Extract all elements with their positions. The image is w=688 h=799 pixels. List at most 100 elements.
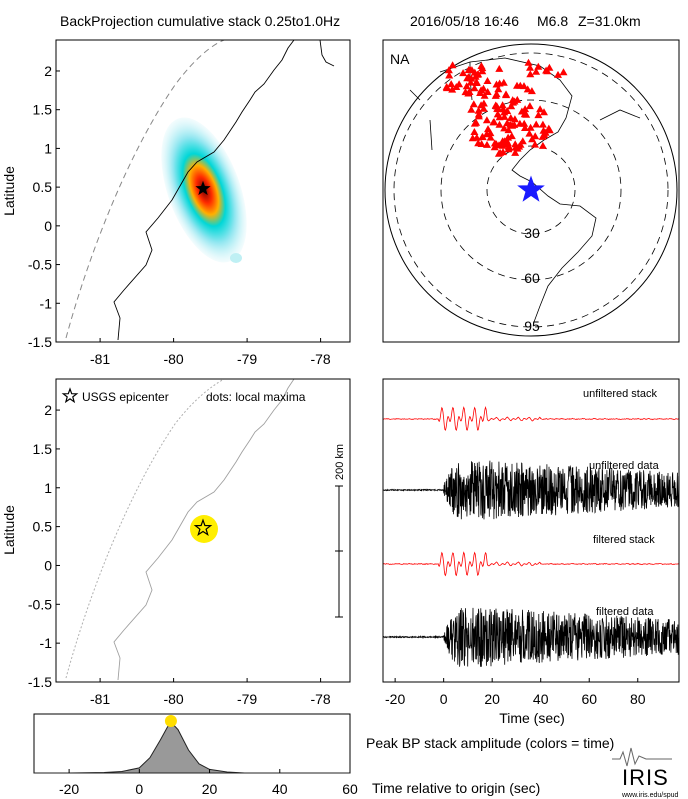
top-x-tick-label: -80 xyxy=(163,351,183,367)
station-marker xyxy=(452,83,461,90)
station-marker xyxy=(463,74,472,82)
station-marker xyxy=(478,67,487,75)
station-marker xyxy=(516,81,525,89)
station-marker xyxy=(482,116,491,124)
station-cluster xyxy=(442,58,568,157)
globe-network-label: NA xyxy=(390,51,410,67)
station-marker xyxy=(526,63,534,71)
event-depth: Z=31.0km xyxy=(578,13,641,29)
trace-unfiltered-data xyxy=(383,460,679,520)
station-marker xyxy=(524,58,533,66)
peak-x-tick-label: -20 xyxy=(59,781,79,797)
station-marker xyxy=(510,97,519,105)
station-marker xyxy=(538,141,547,149)
top-y-tick-label: 1.5 xyxy=(33,102,53,118)
legend-star-icon xyxy=(61,387,79,404)
station-marker xyxy=(483,140,491,148)
station-marker xyxy=(540,108,548,116)
bot-x-tick-label: -81 xyxy=(90,691,110,707)
top-y-tick-label: 2 xyxy=(44,63,52,79)
top-y-tick-label: -1 xyxy=(40,295,53,311)
bot-y-tick-label: 2 xyxy=(44,402,52,418)
traces-x-tick-label: 40 xyxy=(533,691,549,707)
station-marker xyxy=(522,110,531,118)
globe-frame xyxy=(382,39,680,343)
top-y-tick-label: 0.5 xyxy=(33,179,53,195)
top-epicenter-star xyxy=(195,180,211,196)
station-marker xyxy=(466,78,475,86)
iris-logo-url: www.iris.edu/spud xyxy=(621,792,679,799)
station-marker xyxy=(554,70,562,78)
station-marker xyxy=(445,71,454,79)
station-marker xyxy=(507,102,516,110)
bot-y-tick-label: -1 xyxy=(40,635,53,651)
bot-y-tick-label: 1.5 xyxy=(33,441,53,457)
peak-x-tick-label: 20 xyxy=(202,781,218,797)
station-marker xyxy=(532,120,541,128)
top-x-tick-label: -81 xyxy=(90,351,110,367)
ring-95 xyxy=(393,52,669,328)
station-marker xyxy=(472,78,481,85)
station-marker xyxy=(516,140,525,148)
station-marker xyxy=(477,101,486,109)
peak-panel: -20 0 20 40 60 Peak BP stack amplitude (colo… xyxy=(33,713,614,797)
station-marker xyxy=(504,126,513,134)
station-marker xyxy=(442,84,451,92)
traces-frame xyxy=(382,378,680,683)
station-marker xyxy=(470,128,479,135)
bottom-epicenter-star xyxy=(193,518,213,537)
station-marker xyxy=(459,69,468,77)
station-marker xyxy=(490,118,499,126)
station-marker xyxy=(508,121,517,129)
station-marker xyxy=(544,124,553,132)
station-marker xyxy=(499,105,508,113)
station-marker xyxy=(500,137,509,145)
station-marker xyxy=(467,105,476,113)
station-marker xyxy=(531,132,540,140)
coastline-bottom xyxy=(113,379,295,681)
station-marker xyxy=(470,119,479,127)
station-marker xyxy=(478,133,487,140)
station-marker xyxy=(477,140,486,147)
trace-label-filtered-data: filtered data xyxy=(596,606,654,618)
station-marker xyxy=(498,101,507,109)
station-marker xyxy=(511,148,520,156)
trace-label-filtered-stack: filtered stack xyxy=(593,534,655,546)
bottom-map-panel: USGS epicenter dots: local maxima 200 km… xyxy=(1,378,351,707)
station-marker xyxy=(531,140,539,148)
station-marker xyxy=(486,129,495,137)
top-y-tick-label: -1.5 xyxy=(28,334,52,350)
coastline-top xyxy=(113,40,335,341)
station-marker xyxy=(534,62,543,70)
station-marker xyxy=(477,86,486,94)
station-marker xyxy=(541,128,550,136)
trace-label-unfiltered-stack: unfiltered stack xyxy=(583,388,657,400)
station-marker xyxy=(513,144,522,152)
event-magnitude: M6.8 xyxy=(537,13,568,29)
station-marker xyxy=(500,112,509,120)
trace-unfiltered-stack xyxy=(383,406,679,431)
station-marker xyxy=(469,100,478,108)
station-marker xyxy=(534,111,543,119)
legend-maxima: dots: local maxima xyxy=(206,390,306,404)
iris-logo-wave xyxy=(612,747,672,767)
station-marker xyxy=(538,132,547,140)
globe-outline xyxy=(384,43,678,337)
ring-label-30: 30 xyxy=(524,225,540,241)
station-marker xyxy=(480,91,489,99)
bot-x-tick-label: -79 xyxy=(237,691,257,707)
station-marker xyxy=(526,123,535,131)
top-y-tick-label: -0.5 xyxy=(28,257,52,273)
peak-caption: Peak BP stack amplitude (colors = time) xyxy=(366,735,614,751)
station-marker xyxy=(483,77,492,84)
station-marker xyxy=(507,132,516,140)
traces-x-tick-label: 20 xyxy=(484,691,500,707)
top-map-frame xyxy=(55,39,351,343)
station-marker xyxy=(545,63,554,71)
trace-filtered-data xyxy=(383,607,679,667)
top-y-tick-label: 0 xyxy=(44,218,52,234)
ring-label-95: 95 xyxy=(524,318,540,334)
iris-logo: IRIS www.iris.edu/spud xyxy=(612,747,679,799)
trench-line-bottom xyxy=(65,379,225,679)
